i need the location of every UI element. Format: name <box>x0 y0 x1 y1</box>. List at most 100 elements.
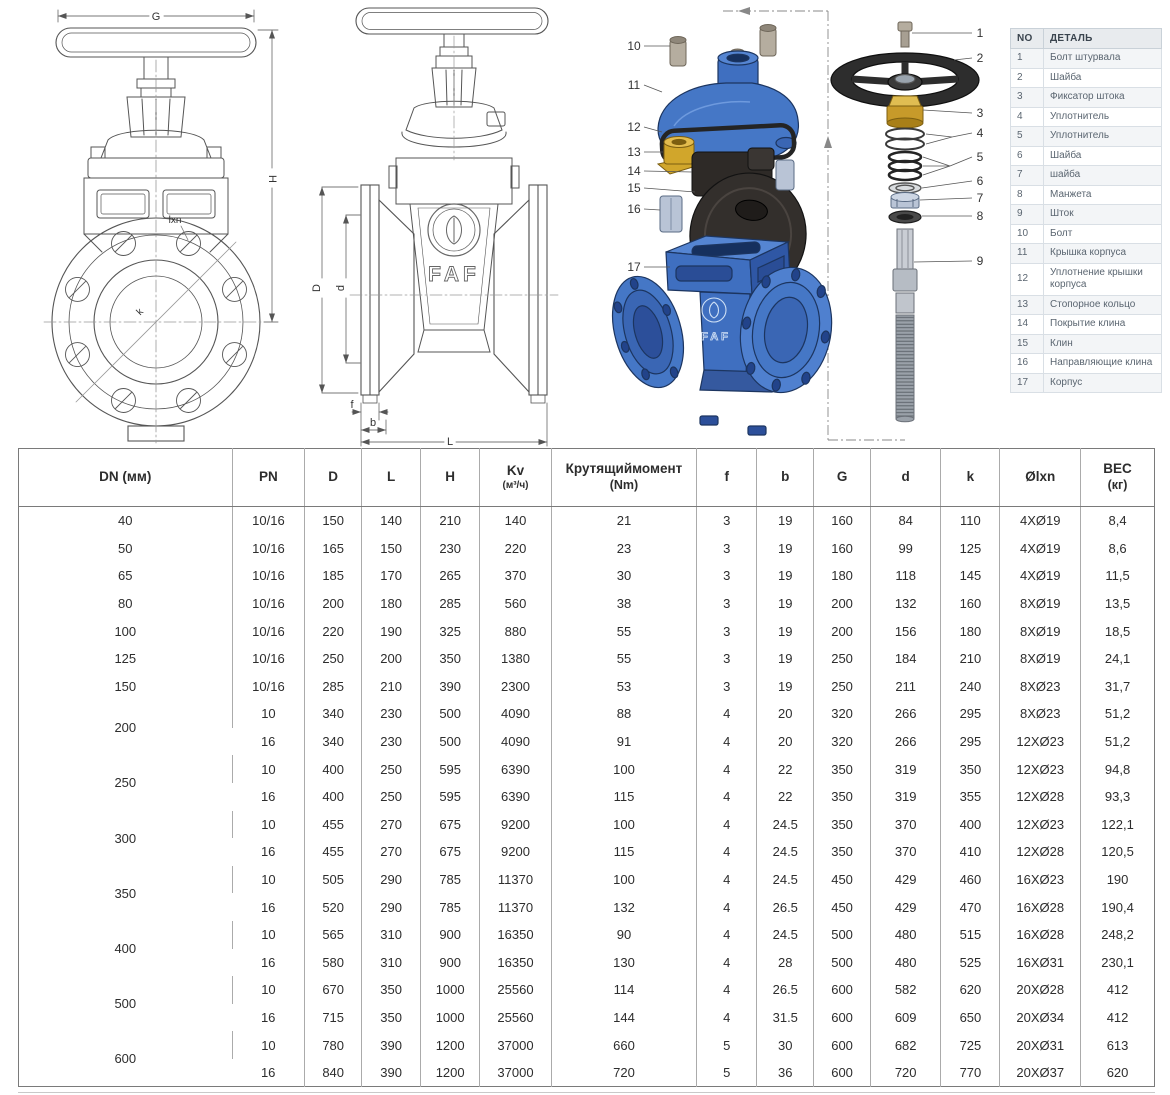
value-cell: 266 <box>869 700 941 728</box>
col-header: G <box>813 448 871 507</box>
value-cell: 900 <box>420 948 480 977</box>
value-cell: 1200 <box>420 1058 480 1087</box>
part-no: 9 <box>1010 204 1044 225</box>
part-no: 10 <box>1010 223 1044 244</box>
value-cell: 4090 <box>479 727 552 756</box>
value-cell: 340 <box>304 727 362 756</box>
stem-part <box>892 228 918 423</box>
value-cell: 310 <box>361 920 421 949</box>
value-cell: 650 <box>940 1003 1000 1032</box>
value-cell: 180 <box>940 617 1000 645</box>
handwheel-part <box>830 52 980 108</box>
value-cell: 725 <box>940 1031 1000 1059</box>
value-cell: 19 <box>756 534 814 563</box>
col-header: PN <box>231 448 305 507</box>
value-cell: 4 <box>696 755 757 783</box>
handwheel-outline <box>355 7 549 35</box>
part-name: Болт <box>1043 223 1162 244</box>
value-cell: 23 <box>550 534 697 563</box>
value-cell: 1000 <box>420 1003 480 1032</box>
value-cell: 100 <box>550 810 697 839</box>
table-row: 65 10/16 185 170 265 370 30 3 19 180 118 145 4XØ19 11… <box>19 562 1155 590</box>
parts-row: 12 Уплотнение крышки корпуса <box>1010 262 1162 296</box>
dimensions-table: DN (мм) PN D L H Kv (м³/ч) Крутящиймомент (Nm) f b… <box>18 448 1155 1088</box>
value-cell: 370 <box>479 562 552 590</box>
part-name: Болт штурвала <box>1043 48 1162 69</box>
value-cell: 250 <box>361 782 421 811</box>
value-cell: 99 <box>869 534 941 563</box>
parts-row: 16 Направляющие клина <box>1010 353 1162 374</box>
stem-nut-part <box>656 136 698 175</box>
value-cell: 19 <box>756 644 814 673</box>
value-cell: 100 <box>550 755 697 783</box>
value-cell: 22 <box>756 755 814 783</box>
value-cell: 350 <box>813 838 871 866</box>
table-row: 16 840 390 1200 37000 720 5 36 600 720 770 20XØ37 62… <box>19 1058 1155 1087</box>
value-cell: 25560 <box>479 976 552 1004</box>
value-cell: 185 <box>304 562 362 590</box>
value-cell: 12XØ28 <box>999 782 1081 811</box>
table-row: 400 10 565 310 900 16350 90 4 24.5 500 480 515 16XØ2… <box>19 920 1155 956</box>
value-cell: 3 <box>696 506 757 535</box>
value-cell: 320 <box>813 727 871 756</box>
value-cell: 16 <box>260 789 276 805</box>
value-cell: 53 <box>550 672 697 701</box>
value-cell: 429 <box>869 865 941 894</box>
value-cell: 30 <box>550 562 697 590</box>
value-cell: 4 <box>696 838 757 866</box>
value-cell: 450 <box>813 865 871 894</box>
value-cell: 200 <box>813 589 871 618</box>
value-cell: 580 <box>304 948 362 977</box>
value-cell: 10 <box>231 810 305 839</box>
value-cell: 500 <box>813 920 871 949</box>
value-cell: 144 <box>550 1003 697 1032</box>
value-cell: 6390 <box>479 782 552 811</box>
value-cell: 3 <box>696 644 757 673</box>
table-row: 250 10 400 250 595 6390 100 4 22 350 319 350 12XØ23 9… <box>19 755 1155 790</box>
table-row: 16 715 350 1000 25560 144 4 31.5 600 609 650 20XØ34… <box>19 1003 1155 1032</box>
value-cell: 4090 <box>479 700 552 728</box>
value-cell: 114 <box>550 976 697 1004</box>
value-cell: 4 <box>696 893 757 921</box>
parts-row: 17 Корпус <box>1010 372 1162 393</box>
parts-row: 9 Шток <box>1010 204 1162 225</box>
callout-9: 9 <box>977 254 984 268</box>
dn-cell: 350 <box>114 885 137 901</box>
table-row: 300 10 455 270 675 9200 100 4 24.5 350 370 400 12XØ2… <box>19 810 1155 846</box>
value-cell: 670 <box>304 976 362 1004</box>
side-view-drawing: FAF D d f b <box>311 7 559 447</box>
value-cell: 8,4 <box>1080 506 1155 535</box>
value-cell: 230 <box>420 534 480 563</box>
value-cell: 350 <box>361 976 421 1004</box>
parts-row: 7 шайба <box>1010 165 1162 186</box>
value-cell: 20 <box>756 700 814 728</box>
value-cell: 200 <box>304 589 362 618</box>
part-name: Клин <box>1043 333 1162 354</box>
part-no: 4 <box>1010 106 1044 127</box>
dn-cell: 400 <box>114 941 137 956</box>
value-cell: 140 <box>479 506 552 535</box>
parts-row: 2 Шайба <box>1010 67 1162 88</box>
value-cell: 28 <box>756 948 814 977</box>
axis-arrow-up <box>824 136 832 148</box>
value-cell: 600 <box>813 1003 871 1032</box>
part-no: 2 <box>1010 67 1044 88</box>
value-cell: 220 <box>479 534 552 563</box>
table-row: 16 520 290 785 11370 132 4 26.5 450 429 470 16XØ28 1… <box>19 893 1155 921</box>
table-row: 100 10/16 220 190 325 880 55 3 19 200 156 180 8XØ19 1… <box>19 617 1155 645</box>
value-cell: 16XØ31 <box>999 948 1081 977</box>
dn-cell: 300 <box>114 830 137 846</box>
value-cell: 2300 <box>479 672 552 701</box>
value-cell: 10 <box>231 1031 305 1059</box>
bottom-rule <box>18 1092 1155 1093</box>
value-cell: 1000 <box>420 976 480 1004</box>
value-cell: 200 <box>361 644 421 673</box>
col-header: Крутящиймомент (Nm) <box>550 448 697 507</box>
value-cell: 20XØ34 <box>999 1003 1081 1032</box>
seal-rings-part <box>885 127 925 151</box>
value-cell: 880 <box>479 617 552 645</box>
value-cell: 180 <box>361 589 421 618</box>
value-cell: 120,5 <box>1080 838 1155 866</box>
value-cell: 21 <box>550 506 697 535</box>
value-cell: 24,1 <box>1080 644 1155 673</box>
